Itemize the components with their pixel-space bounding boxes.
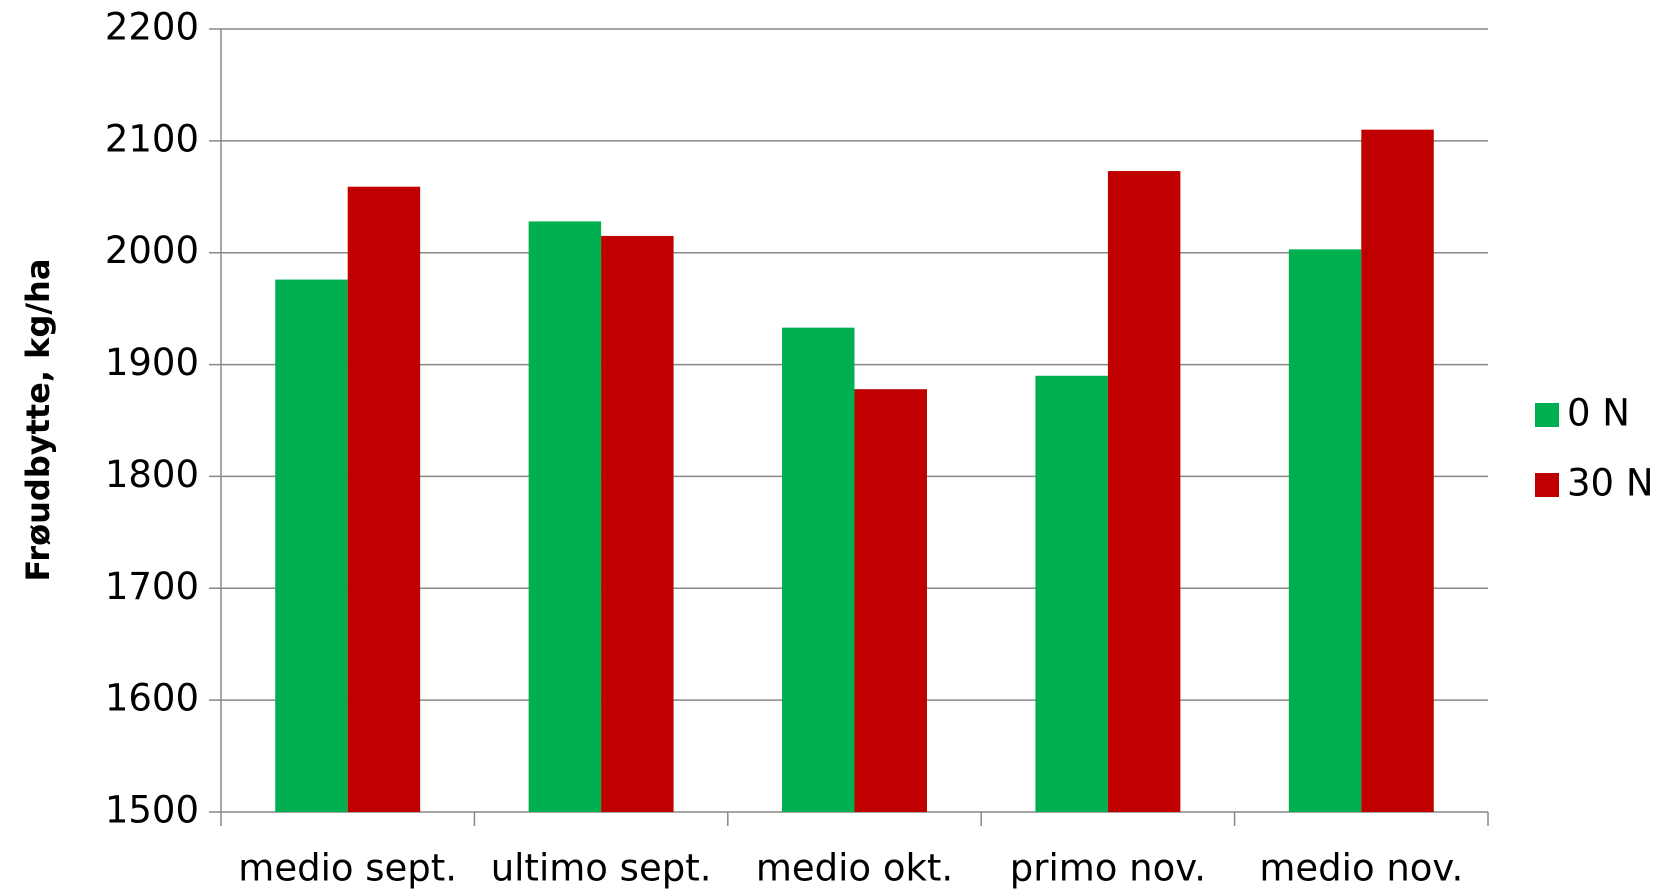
bar	[854, 389, 927, 812]
bar	[601, 235, 674, 812]
y-tick-label: 2000	[105, 229, 199, 272]
bar	[1288, 249, 1362, 812]
y-tick-label: 1700	[105, 565, 199, 608]
legend-label: 30 N	[1567, 462, 1654, 505]
bar	[1035, 375, 1108, 812]
bar	[782, 327, 855, 812]
y-tick-label: 2200	[105, 6, 199, 49]
bar	[528, 221, 602, 812]
x-tick-label: medio nov.	[1259, 847, 1463, 890]
y-tick-label: 2100	[105, 117, 199, 160]
y-tick-label: 1800	[105, 453, 199, 496]
y-tick-label: 1600	[105, 677, 199, 720]
x-tick-label: primo nov.	[1010, 847, 1206, 890]
y-tick-label: 1500	[105, 789, 199, 832]
y-axis-label: Frøudbytte, kg/ha	[19, 259, 57, 582]
x-tick-label: medio okt.	[756, 847, 953, 890]
bar	[275, 279, 348, 812]
bar	[347, 186, 421, 812]
x-tick-label: ultimo sept.	[491, 847, 712, 890]
legend-swatch	[1535, 473, 1559, 497]
x-tick-label: medio sept.	[238, 847, 457, 890]
bar	[1107, 171, 1181, 812]
legend-label: 0 N	[1567, 392, 1630, 435]
legend-swatch	[1535, 403, 1559, 427]
y-tick-label: 1900	[105, 341, 199, 384]
bar	[1361, 129, 1434, 812]
